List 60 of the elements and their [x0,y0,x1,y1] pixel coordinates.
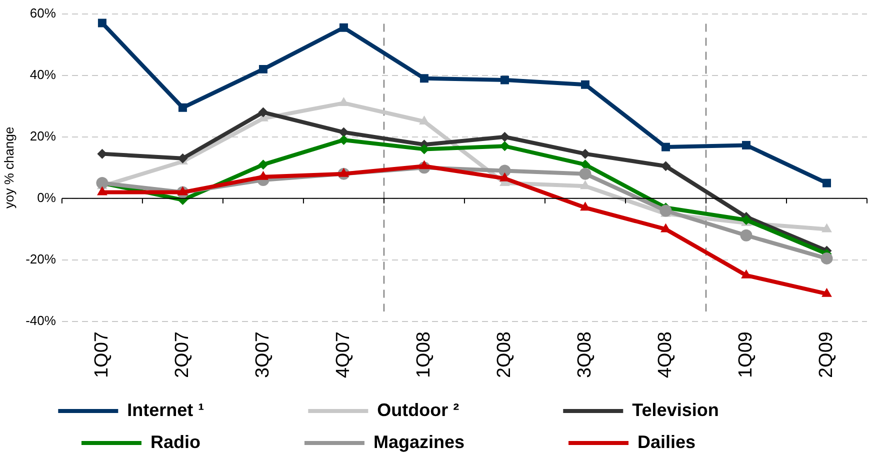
point [97,148,108,159]
point [500,76,509,84]
point [258,64,268,74]
point [338,134,349,145]
y-tick-label: 0% [37,190,56,206]
point [660,161,671,172]
point [580,202,590,211]
point [742,140,750,150]
legend-label: Internet ¹ [127,400,294,420]
point [660,204,672,217]
point [822,178,831,188]
y-tick-label: -40% [26,313,56,328]
y-axis-title: yoy % change [1,126,16,208]
point [178,103,187,112]
point [338,97,349,106]
point [580,160,590,170]
x-tick-label: 1Q07 [91,332,112,378]
x-tick-label: 1Q09 [735,332,756,378]
x-tick-label: 4Q08 [654,332,676,378]
y-tick-label: 60% [30,5,56,20]
legend-label: Television [632,400,809,420]
point [500,132,510,142]
point [820,252,833,264]
point [580,148,590,159]
point [580,80,590,89]
y-tick-label: 20% [30,128,56,144]
point [339,23,348,32]
point [98,18,106,28]
legend-label: Dailies [638,432,786,452]
point [740,229,752,242]
y-tick-label: -20% [26,252,56,267]
point [420,74,428,83]
legend-label: Radio [150,432,290,452]
point [579,168,592,180]
x-tick-label: 4Q07 [332,332,354,378]
point [822,223,832,232]
point [178,186,188,196]
y-tick-label: 40% [30,66,56,82]
x-tick-label: 2Q08 [494,332,515,378]
point [419,160,430,170]
point [338,127,349,138]
point [741,214,752,225]
point [661,142,670,152]
x-tick-label: 3Q08 [574,332,596,378]
point [338,168,349,177]
point [258,160,268,170]
point [258,107,268,118]
point [741,269,752,278]
point [178,153,188,164]
point [97,186,108,196]
legend-label: Magazines [373,432,554,452]
point [258,170,268,180]
x-tick-label: 3Q07 [252,332,274,378]
x-tick-label: 1Q08 [413,332,434,378]
point [500,141,510,152]
legend-label: Outdoor ² [377,400,550,420]
x-tick-label: 2Q07 [172,332,193,378]
point [419,116,430,124]
x-tick-label: 2Q09 [816,332,837,378]
point [822,288,832,297]
